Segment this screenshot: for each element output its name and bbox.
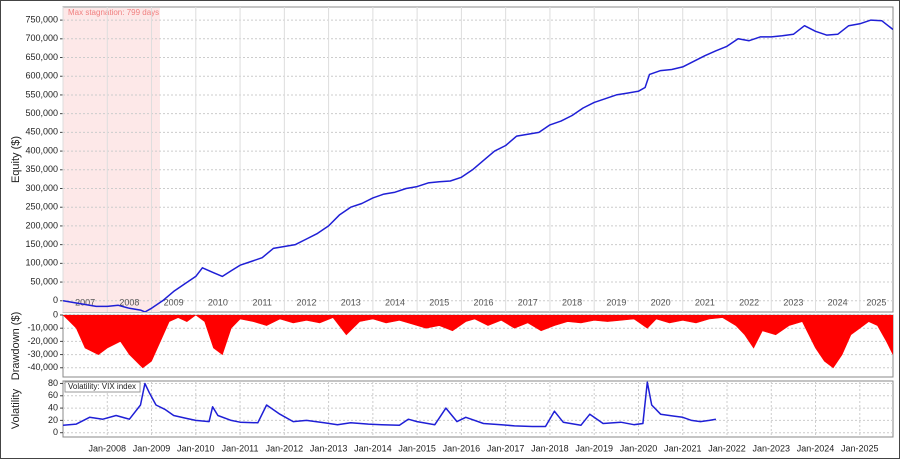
y-tick-label: 50,000 <box>30 276 58 286</box>
y-tick-label: 600,000 <box>25 71 58 81</box>
x-tick-label: Jan-2017 <box>487 443 525 453</box>
y-axis-title: Equity ($) <box>10 136 22 183</box>
x-tick-label: Jan-2010 <box>177 443 215 453</box>
y-tick-label: 80 <box>48 378 58 388</box>
x-tick-label: Jan-2023 <box>753 443 791 453</box>
year-label: 2013 <box>341 297 361 307</box>
y-tick-label: 0 <box>53 427 58 437</box>
y-axis-title: Volatility <box>10 388 22 429</box>
legend-label: Volatility: VIX index <box>68 382 136 391</box>
y-tick-label: 150,000 <box>25 239 58 249</box>
y-tick-label: 300,000 <box>25 183 58 193</box>
line <box>63 381 717 428</box>
y-tick-label: 100,000 <box>25 258 58 268</box>
x-tick-label: Jan-2018 <box>531 443 569 453</box>
x-tick-label: Jan-2022 <box>708 443 746 453</box>
x-tick-label: Jan-2025 <box>841 443 879 453</box>
y-tick-label: -20,000 <box>27 336 58 346</box>
x-tick-label: Jan-2013 <box>310 443 348 453</box>
year-label: 2019 <box>606 297 626 307</box>
y-tick-label: -30,000 <box>27 349 58 359</box>
y-tick-label: 0 <box>53 309 58 319</box>
y-tick-label: -40,000 <box>27 362 58 372</box>
year-label: 2016 <box>474 297 494 307</box>
x-tick-label: Jan-2009 <box>133 443 171 453</box>
year-label: 2018 <box>562 297 582 307</box>
y-tick-label: 40 <box>48 402 58 412</box>
y-tick-label: 450,000 <box>25 127 58 137</box>
annotation: Max stagnation: 799 days <box>68 8 159 17</box>
series-group <box>63 19 893 312</box>
x-tick-label: Jan-2012 <box>266 443 304 453</box>
y-tick-label: 650,000 <box>25 52 58 62</box>
x-tick-label: Jan-2019 <box>575 443 613 453</box>
y-tick-label: 400,000 <box>25 145 58 155</box>
y-tick-label: 20 <box>48 415 58 425</box>
x-tick-label: Jan-2024 <box>797 443 835 453</box>
x-tick-label: Jan-2015 <box>398 443 436 453</box>
y-tick-label: 60 <box>48 390 58 400</box>
x-tick-label: Jan-2014 <box>354 443 392 453</box>
x-tick-label: Jan-2011 <box>222 443 259 453</box>
y-tick-label: 550,000 <box>25 89 58 99</box>
x-tick-label: Jan-2021 <box>664 443 702 453</box>
year-label: 2014 <box>385 297 405 307</box>
drawdown-area <box>63 315 893 369</box>
y-tick-label: -10,000 <box>27 323 58 333</box>
year-label: 2015 <box>429 297 449 307</box>
year-label: 2022 <box>739 297 759 307</box>
x-tick-label: Jan-2008 <box>89 443 127 453</box>
year-label: 2007 <box>75 297 95 307</box>
stagnation-span <box>63 8 160 312</box>
legend-box <box>64 381 141 393</box>
series-group <box>63 315 893 369</box>
year-label: 2025 <box>866 297 886 307</box>
series-group <box>63 381 717 428</box>
y-tick-label: 500,000 <box>25 108 58 118</box>
x-tick-label: Jan-2020 <box>620 443 658 453</box>
year-label: 2023 <box>783 297 803 307</box>
year-label: 2012 <box>296 297 316 307</box>
year-label: 2009 <box>164 297 184 307</box>
x-tick-label: Jan-2016 <box>443 443 481 453</box>
year-label: 2021 <box>695 297 715 307</box>
plot-area <box>62 380 894 438</box>
y-tick-label: 350,000 <box>25 164 58 174</box>
y-tick-label: 750,000 <box>25 14 58 24</box>
year-label: 2017 <box>518 297 538 307</box>
year-label: 2024 <box>828 297 848 307</box>
y-tick-label: 250,000 <box>25 202 58 212</box>
y-tick-label: 700,000 <box>25 33 58 43</box>
year-label: 2020 <box>651 297 671 307</box>
y-axis-title: Drawdown ($) <box>10 312 22 380</box>
line <box>63 19 893 312</box>
plot-area <box>62 6 894 313</box>
year-label: 2010 <box>208 297 228 307</box>
y-tick-label: 200,000 <box>25 220 58 230</box>
year-label: 2011 <box>253 297 272 307</box>
year-label: 2008 <box>119 297 139 307</box>
y-tick-label: 0 <box>53 295 58 305</box>
